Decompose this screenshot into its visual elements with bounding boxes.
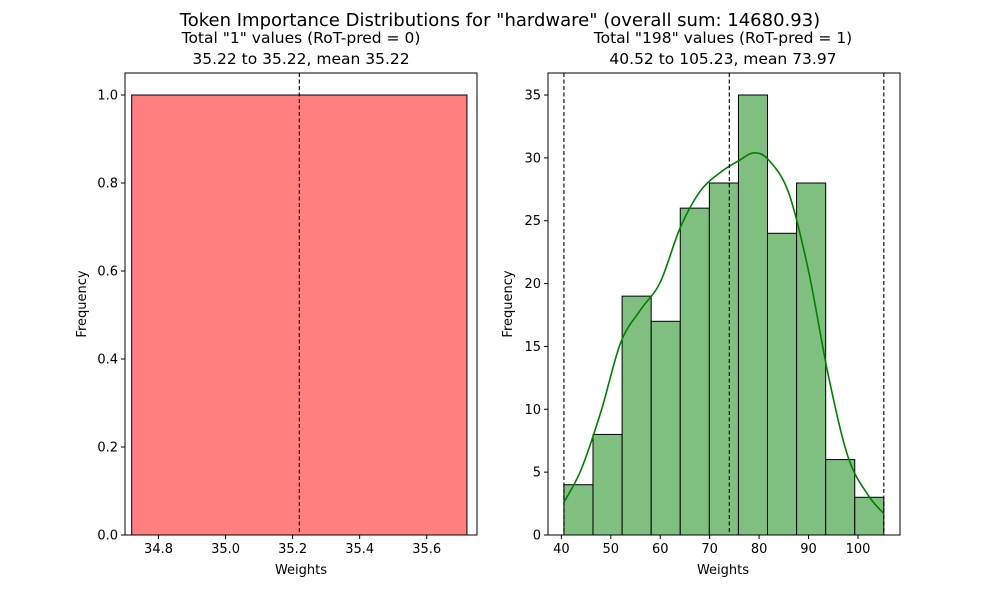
figure-suptitle: Token Importance Distributions for "hard…: [179, 10, 820, 31]
right-x-tick-label: 90: [800, 542, 817, 557]
right-histogram-bar: [563, 484, 594, 536]
right-histogram-bar: [825, 459, 856, 536]
right-histogram-bar: [854, 496, 885, 536]
right-x-tick-label: 100: [846, 542, 871, 557]
right-histogram-bar: [650, 320, 681, 536]
right-title-line2: 40.52 to 105.23, mean 73.97: [609, 50, 836, 68]
right-axes-frame: [547, 72, 901, 536]
left-y-tick-label: 0.6: [97, 265, 118, 280]
right-x-tick-label: 60: [652, 542, 669, 557]
right-x-tick-label: 40: [553, 542, 570, 557]
right-histogram-bar: [679, 207, 710, 536]
left-axes-frame: [124, 72, 478, 536]
right-y-tick-label: 20: [524, 277, 541, 292]
right-title-line1: Total "198" values (RoT-pred = 1): [593, 29, 852, 47]
left-x-tick-label: 34.8: [144, 542, 173, 557]
left-x-tick-label: 35.0: [211, 542, 240, 557]
right-y-axis-label: Frequency: [501, 270, 516, 337]
left-subplot: Total "1" values (RoT-pred = 0) 35.22 to…: [75, 29, 478, 578]
right-y-tick-label: 35: [524, 89, 541, 104]
right-x-tick-label: 50: [603, 542, 620, 557]
right-x-tick-label: 70: [701, 542, 718, 557]
left-y-tick-label: 1.0: [97, 89, 118, 104]
left-y-axis-label: Frequency: [75, 270, 90, 337]
right-histogram-bar: [767, 232, 798, 536]
right-histogram-bar: [592, 433, 623, 536]
right-kde-line: [563, 152, 885, 515]
left-title-line2: 35.22 to 35.22, mean 35.22: [192, 50, 409, 68]
right-histogram-bar: [737, 94, 769, 536]
right-y-tick-label: 15: [524, 340, 541, 355]
right-y-tick-label: 5: [533, 466, 541, 481]
left-y-tick-label: 0.0: [97, 529, 118, 544]
right-histogram-bar: [708, 182, 739, 536]
left-y-tick-label: 0.4: [97, 353, 118, 368]
right-y-tick-label: 30: [524, 151, 541, 166]
left-y-tick-label: 0.8: [97, 177, 118, 192]
right-y-tick-label: 10: [524, 403, 541, 418]
left-x-tick-label: 35.2: [278, 542, 307, 557]
left-title-line1: Total "1" values (RoT-pred = 0): [181, 29, 421, 47]
left-x-tick-label: 35.6: [412, 542, 441, 557]
right-x-tick-label: 80: [751, 542, 768, 557]
left-x-axis-label: Weights: [275, 563, 327, 578]
right-subplot: Total "198" values (RoT-pred = 1) 40.52 …: [501, 29, 901, 578]
right-x-axis-label: Weights: [697, 563, 749, 578]
right-y-tick-label: 0: [533, 529, 541, 544]
right-y-tick-label: 25: [524, 214, 541, 229]
left-x-tick-label: 35.4: [345, 542, 374, 557]
left-y-tick-label: 0.2: [97, 441, 118, 456]
